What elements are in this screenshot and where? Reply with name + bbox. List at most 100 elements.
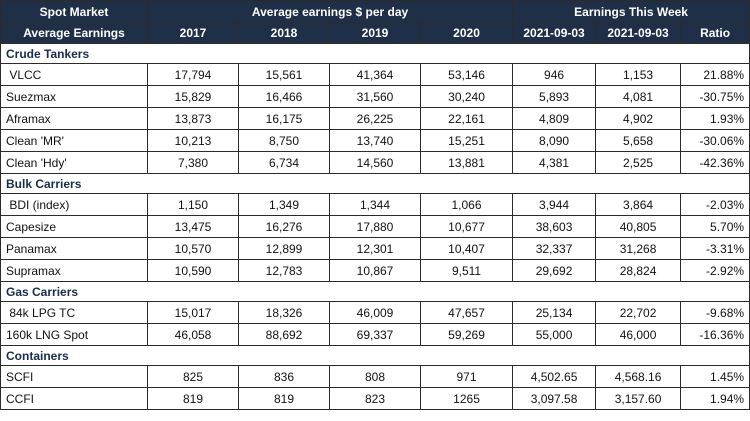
column-header-2017: 2017: [147, 22, 239, 44]
value-week-1: 4,809: [512, 107, 597, 130]
section-title: Containers: [0, 345, 750, 366]
spot-market-table: Spot Market Average earnings $ per day E…: [0, 0, 750, 410]
value-ratio: -3.31%: [680, 237, 750, 260]
value-ratio: -30.75%: [680, 85, 750, 108]
value-2019: 26,225: [329, 107, 421, 130]
table-row: 84k LPG TC 15,017 18,326 46,009 47,657 25,134…: [0, 301, 750, 324]
value-2018: 819: [238, 387, 330, 410]
value-ratio: 1.45%: [680, 365, 750, 388]
value-week-2: 3,864: [595, 193, 682, 216]
value-2018: 18,326: [238, 301, 330, 324]
section-title: Bulk Carriers: [0, 173, 750, 194]
value-2020: 13,881: [419, 151, 514, 174]
earnings-this-week-header: Earnings This Week: [512, 0, 750, 23]
value-2020: 10,677: [419, 215, 514, 238]
value-week-1: 8,090: [512, 129, 597, 152]
column-header-2019: 2019: [329, 22, 421, 44]
row-label: BDI (index): [0, 193, 148, 216]
value-ratio: -9.68%: [680, 301, 750, 324]
row-label: Supramax: [0, 259, 148, 282]
row-label: SCFI: [0, 365, 148, 388]
value-ratio: -42.36%: [680, 151, 750, 174]
value-2020: 47,657: [419, 301, 514, 324]
row-label: Clean 'Hdy': [0, 151, 148, 174]
value-week-2: 22,702: [595, 301, 682, 324]
row-label: CCFI: [0, 387, 148, 410]
value-2017: 10,570: [147, 237, 239, 260]
table-row: 160k LNG Spot 46,058 88,692 69,337 59,269 55,…: [0, 323, 750, 346]
value-ratio: -2.92%: [680, 259, 750, 282]
value-ratio: 1.94%: [680, 387, 750, 410]
header-row-columns: Average Earnings 2017 2018 2019 2020 202…: [0, 22, 750, 44]
value-week-2: 28,824: [595, 259, 682, 282]
value-week-2: 40,805: [595, 215, 682, 238]
value-2017: 7,380: [147, 151, 239, 174]
value-2017: 825: [147, 365, 239, 388]
value-2019: 46,009: [329, 301, 421, 324]
value-2020: 22,161: [419, 107, 514, 130]
value-2019: 17,880: [329, 215, 421, 238]
table-row: BDI (index) 1,150 1,349 1,344 1,066 3,944 3,86…: [0, 193, 750, 216]
header-row-top: Spot Market Average earnings $ per day E…: [0, 0, 750, 23]
value-2020: 9,511: [419, 259, 514, 282]
table-body: Crude Tankers VLCC 17,794 15,561 41,364 53,1…: [0, 43, 750, 410]
value-2020: 1,066: [419, 193, 514, 216]
value-2019: 41,364: [329, 63, 421, 86]
value-2020: 30,240: [419, 85, 514, 108]
value-2018: 16,175: [238, 107, 330, 130]
average-earnings-header: Average Earnings: [0, 22, 148, 44]
value-week-2: 3,157.60: [595, 387, 682, 410]
value-2017: 10,213: [147, 129, 239, 152]
spot-market-header: Spot Market: [0, 0, 148, 23]
table-row: SCFI 825 836 808 971 4,502.65 4,568.16 1.45%: [0, 365, 750, 388]
value-week-2: 2,525: [595, 151, 682, 174]
table-row: Supramax 10,590 12,783 10,867 9,511 29,692 28,…: [0, 259, 750, 282]
column-header-2018: 2018: [238, 22, 330, 44]
value-week-1: 4,381: [512, 151, 597, 174]
column-header-ratio: Ratio: [680, 22, 750, 44]
table-row: Capesize 13,475 16,276 17,880 10,677 38,603 40…: [0, 215, 750, 238]
value-week-1: 3,097.58: [512, 387, 597, 410]
section-row: Containers: [0, 345, 750, 366]
row-label: Clean 'MR': [0, 129, 148, 152]
value-week-2: 4,081: [595, 85, 682, 108]
value-2018: 88,692: [238, 323, 330, 346]
value-2018: 15,561: [238, 63, 330, 86]
table-row: Suezmax 15,829 16,466 31,560 30,240 5,893 4,08…: [0, 85, 750, 108]
table-row: Panamax 10,570 12,899 12,301 10,407 32,337 31,…: [0, 237, 750, 260]
value-2018: 16,276: [238, 215, 330, 238]
value-2017: 819: [147, 387, 239, 410]
value-2020: 59,269: [419, 323, 514, 346]
value-2018: 8,750: [238, 129, 330, 152]
row-label: VLCC: [0, 63, 148, 86]
value-2017: 13,873: [147, 107, 239, 130]
value-2018: 12,899: [238, 237, 330, 260]
column-header-2020: 2020: [419, 22, 514, 44]
section-title: Gas Carriers: [0, 281, 750, 302]
value-2019: 808: [329, 365, 421, 388]
value-2018: 6,734: [238, 151, 330, 174]
section-row: Gas Carriers: [0, 281, 750, 302]
table-row: CCFI 819 819 823 1265 3,097.58 3,157.60 1.94%: [0, 387, 750, 410]
value-2017: 13,475: [147, 215, 239, 238]
table-row: Clean 'MR' 10,213 8,750 13,740 15,251 8,090 5,…: [0, 129, 750, 152]
value-2018: 16,466: [238, 85, 330, 108]
value-ratio: 5.70%: [680, 215, 750, 238]
table-row: Aframax 13,873 16,175 26,225 22,161 4,809 4,90…: [0, 107, 750, 130]
value-week-1: 25,134: [512, 301, 597, 324]
value-week-2: 4,568.16: [595, 365, 682, 388]
value-2019: 1,344: [329, 193, 421, 216]
section-row: Bulk Carriers: [0, 173, 750, 194]
row-label: 84k LPG TC: [0, 301, 148, 324]
value-2019: 13,740: [329, 129, 421, 152]
value-2017: 46,058: [147, 323, 239, 346]
value-2018: 836: [238, 365, 330, 388]
value-ratio: -30.06%: [680, 129, 750, 152]
value-ratio: -16.36%: [680, 323, 750, 346]
value-week-1: 29,692: [512, 259, 597, 282]
value-week-2: 46,000: [595, 323, 682, 346]
value-ratio: 1.93%: [680, 107, 750, 130]
value-week-1: 4,502.65: [512, 365, 597, 388]
value-2019: 12,301: [329, 237, 421, 260]
value-week-2: 5,658: [595, 129, 682, 152]
